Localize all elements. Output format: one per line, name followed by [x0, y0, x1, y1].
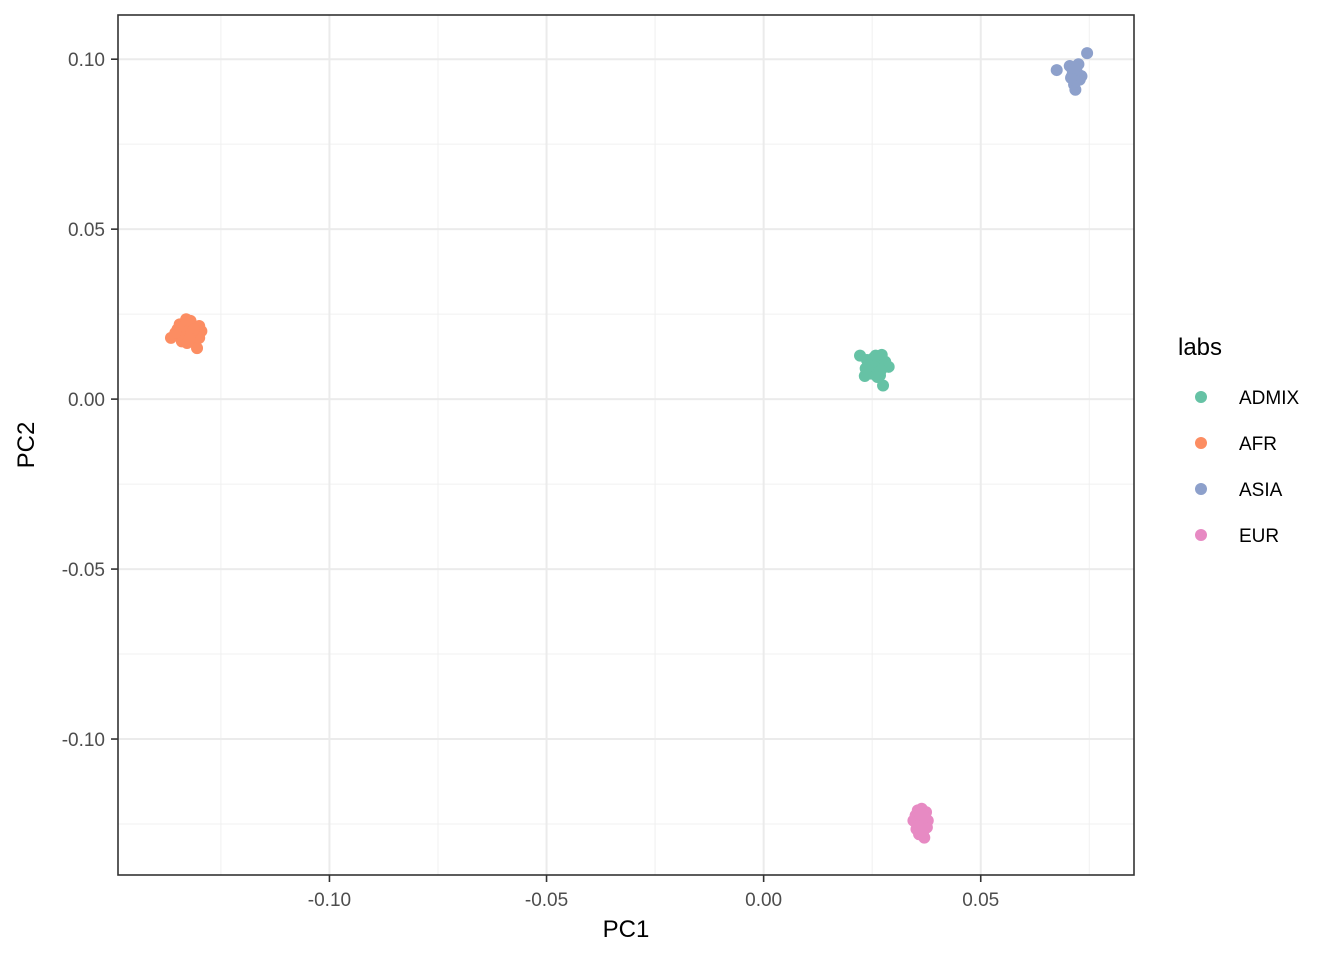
panel-background: [118, 15, 1134, 875]
panel-border: [117, 14, 1135, 876]
series-admix: [854, 348, 895, 392]
data-point-admix: [871, 371, 884, 384]
data-point-afr: [183, 332, 196, 345]
legend-label-admix: ADMIX: [1239, 388, 1300, 409]
data-point-asia: [1081, 47, 1094, 60]
legend-items: ADMIX AFR ASIA EUR: [1195, 388, 1300, 547]
legend-key-eur: [1195, 529, 1207, 541]
legend-label-asia: ASIA: [1239, 480, 1283, 501]
y-tick-label: -0.10: [62, 730, 105, 751]
series-eur: [907, 802, 934, 844]
y-axis-title: PC2: [13, 422, 40, 469]
minor-gridlines: [118, 15, 1134, 875]
data-point-admix: [869, 349, 882, 362]
data-point-afr: [187, 323, 200, 336]
major-gridlines: [118, 15, 1134, 875]
x-tick-label: -0.05: [525, 890, 568, 911]
y-tick-label: 0.00: [68, 390, 105, 411]
legend-label-eur: EUR: [1239, 526, 1279, 547]
data-point-asia: [1068, 61, 1081, 74]
x-tick-label: 0.05: [962, 890, 999, 911]
y-axis: 0.10 0.05 0.00 -0.05 -0.10: [62, 50, 118, 751]
legend-item-afr: AFR: [1195, 434, 1277, 455]
legend-label-afr: AFR: [1239, 434, 1277, 455]
y-tick-label: -0.05: [62, 560, 105, 581]
legend-key-asia: [1195, 483, 1207, 495]
series-asia: [1050, 47, 1094, 96]
y-tick-label: 0.05: [68, 220, 105, 241]
data-point-asia: [1050, 64, 1063, 77]
plot-panel: [117, 14, 1135, 876]
data-point-admix: [877, 379, 890, 392]
x-axis-title: PC1: [603, 916, 650, 943]
legend-key-admix: [1195, 391, 1207, 403]
x-tick-label: 0.00: [745, 890, 782, 911]
legend-item-asia: ASIA: [1195, 480, 1283, 501]
x-tick-label: -0.10: [308, 890, 351, 911]
data-point-eur: [913, 822, 926, 835]
data-points: [164, 47, 1094, 844]
legend: labs ADMIX AFR ASIA EUR: [1178, 334, 1300, 547]
legend-item-admix: ADMIX: [1195, 388, 1300, 409]
series-afr: [164, 313, 208, 355]
y-tick-label: 0.10: [68, 50, 105, 71]
legend-item-eur: EUR: [1195, 526, 1279, 547]
data-point-afr: [169, 326, 182, 339]
data-point-eur: [918, 811, 931, 824]
data-point-afr: [191, 342, 204, 355]
legend-title: labs: [1178, 334, 1222, 361]
x-axis: -0.10 -0.05 0.00 0.05: [308, 875, 999, 911]
legend-key-afr: [1195, 437, 1207, 449]
data-point-asia: [1065, 71, 1078, 84]
data-point-admix: [859, 362, 872, 375]
